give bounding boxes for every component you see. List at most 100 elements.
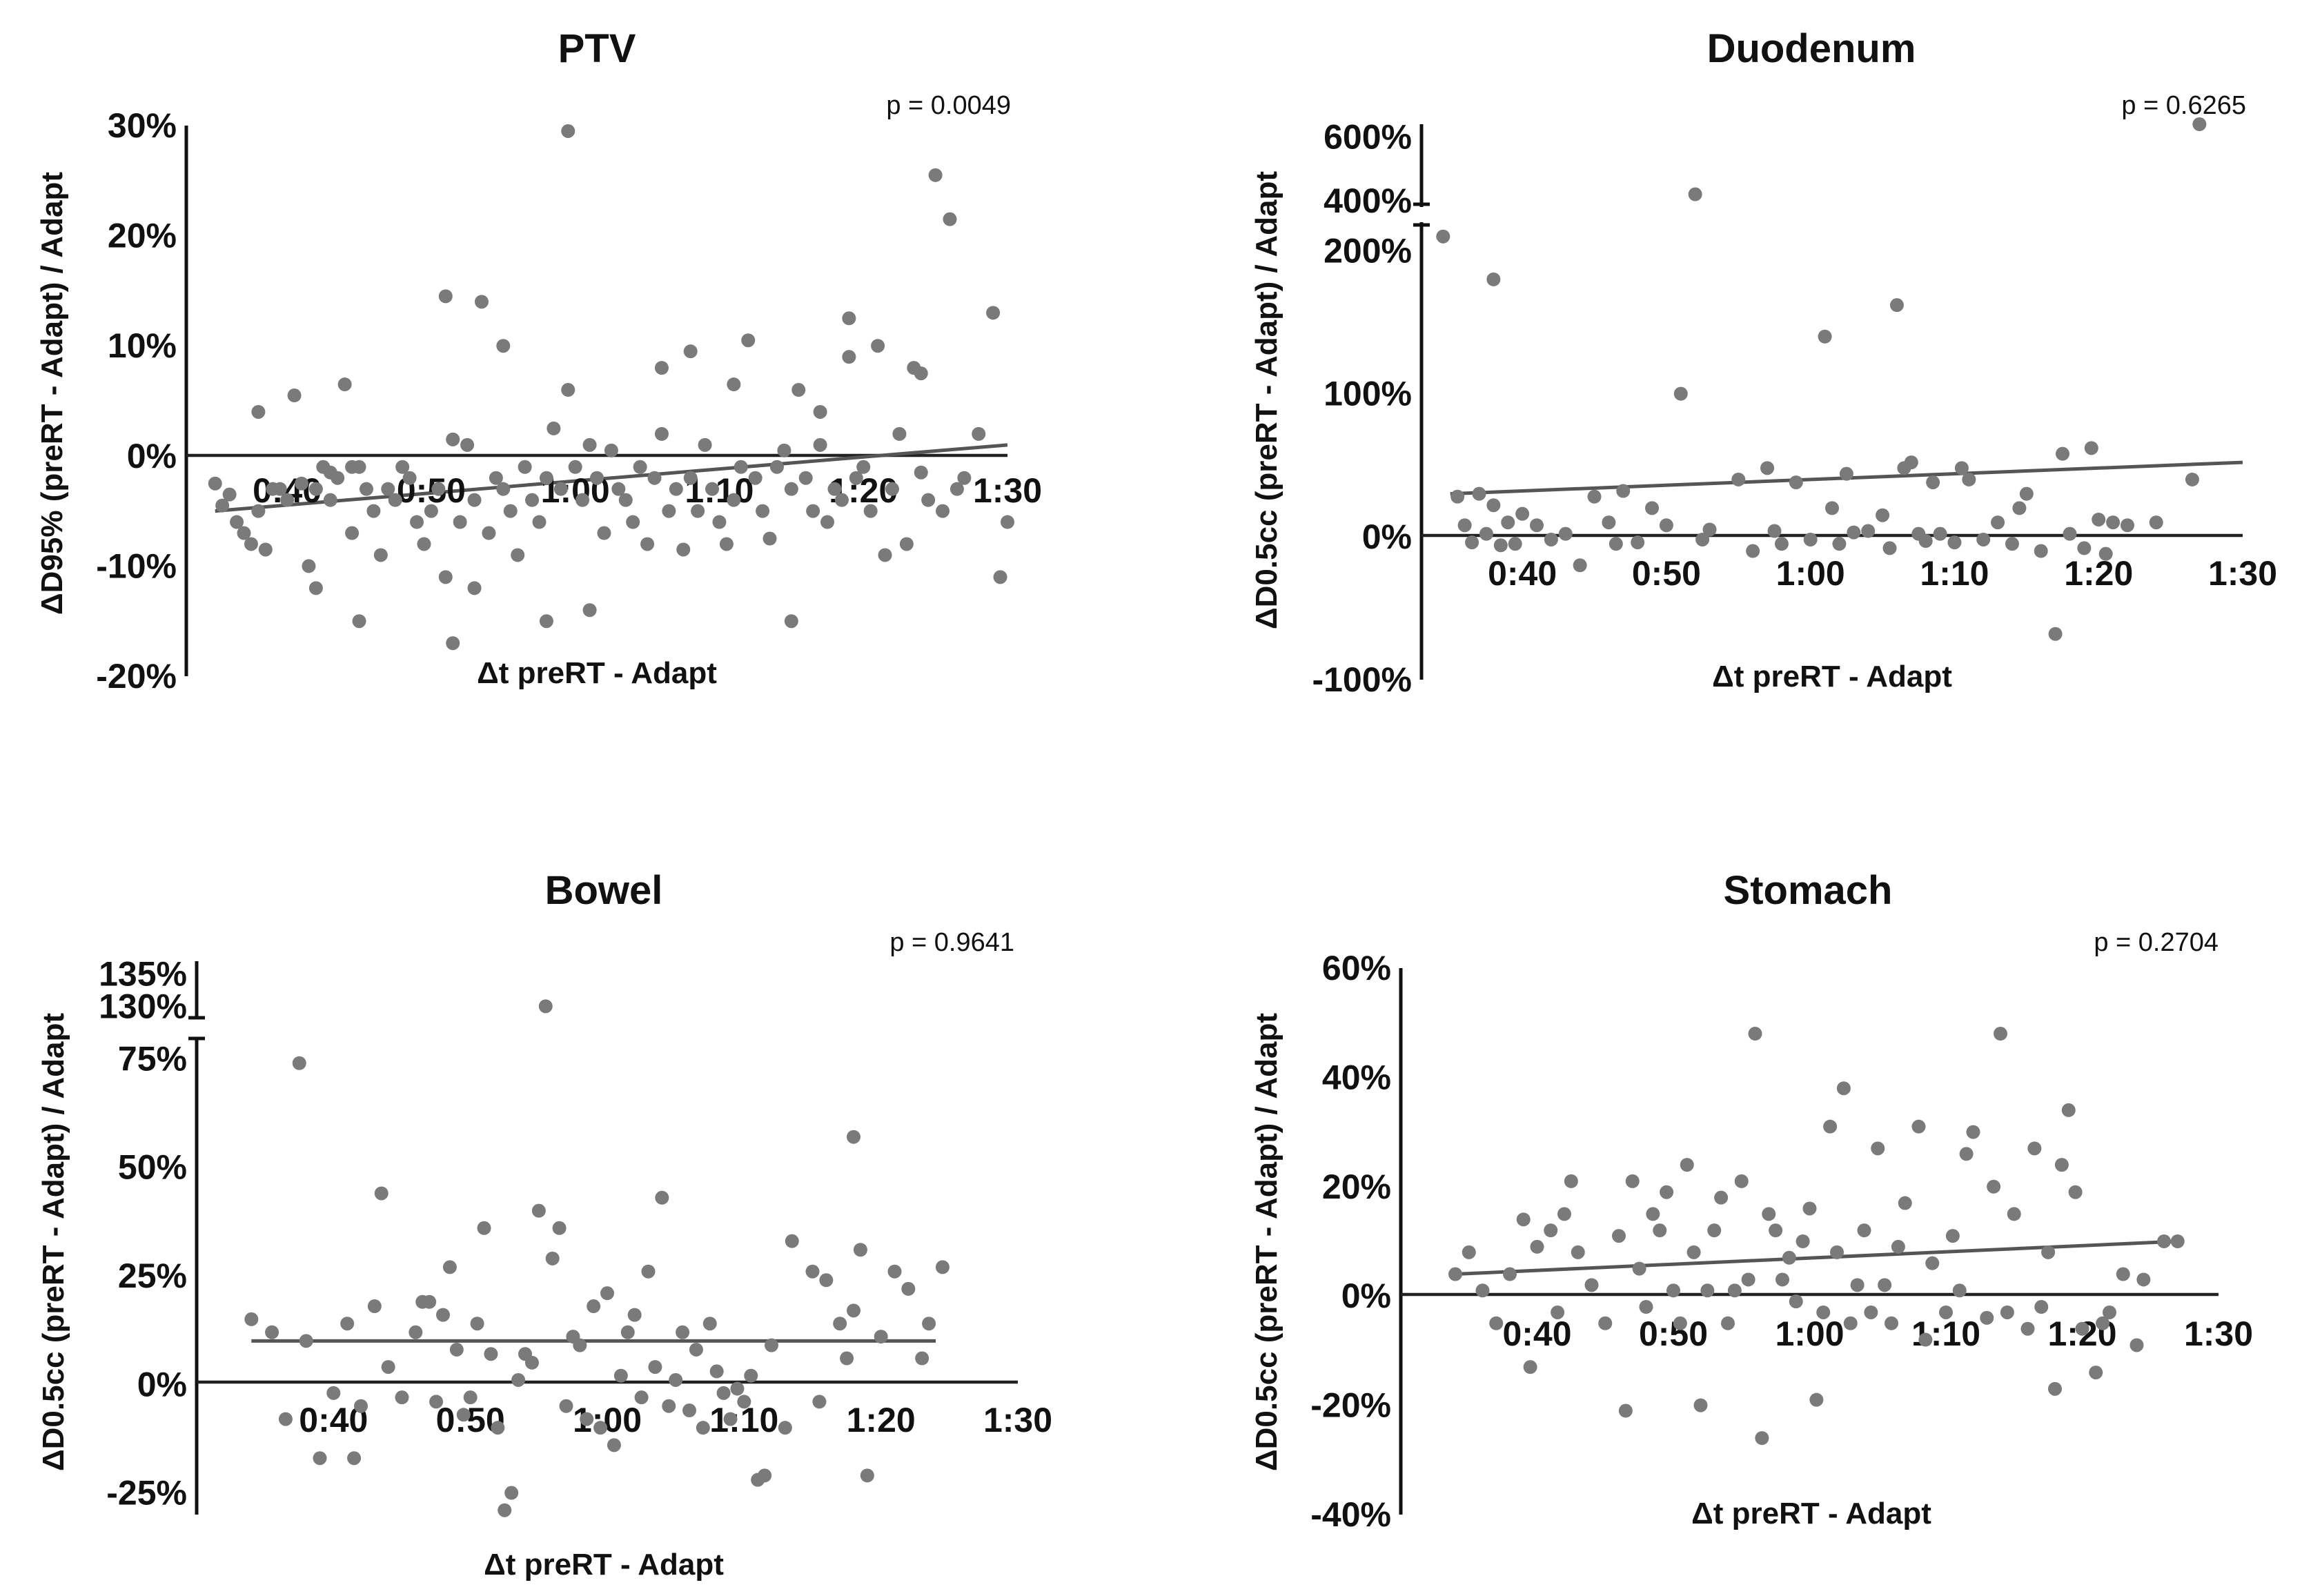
duodenum-y-tick-labels: -100% 0% 100% 200%: [1312, 231, 1412, 699]
ptv-data-point: [438, 289, 453, 304]
ptv-data-point: [424, 504, 438, 518]
ptv-data-point: [308, 482, 323, 496]
stomach-data-point: [1557, 1207, 1571, 1221]
ptv-title: PTV: [558, 26, 636, 71]
duodenum-data-point: [1544, 532, 1558, 546]
duodenum-data-point: [1695, 532, 1710, 546]
bowel-y-tick: 25%: [118, 1257, 187, 1295]
duodenum-data-point: [2019, 486, 2034, 501]
ptv-data-point: [561, 124, 576, 138]
ptv-data-point: [496, 339, 511, 353]
duodenum-data-point: [1558, 526, 1573, 541]
stomach-data-point: [1843, 1316, 1858, 1330]
panel-duodenum: Duodenum p = 0.6265 -100% 0% 100% 200% 4…: [1250, 26, 2277, 699]
stomach-data-point: [2034, 1300, 2049, 1314]
bowel-title: Bowel: [545, 868, 663, 913]
ptv-data-point: [676, 542, 691, 557]
ptv-data-point: [871, 339, 885, 353]
duodenum-x-tick: 1:30: [2208, 554, 2277, 593]
bowel-data-point: [299, 1334, 313, 1348]
bowel-data-point: [620, 1325, 635, 1339]
stomach-data-point: [1775, 1272, 1789, 1287]
ptv-data-point: [467, 493, 482, 507]
stomach-data-point: [1987, 1179, 2001, 1194]
bowel-data-point: [655, 1190, 669, 1205]
ptv-data-point: [244, 537, 258, 551]
bowel-data-point: [477, 1221, 491, 1235]
duodenum-data-point: [1889, 298, 1904, 313]
stomach-x-tick: 1:30: [2184, 1314, 2253, 1353]
duodenum-data-point: [1673, 386, 1688, 401]
bowel-data-point: [545, 1251, 560, 1265]
ptv-data-point: [784, 482, 798, 496]
duodenum-x-tick: 1:10: [1920, 554, 1989, 593]
duodenum-x-tick: 1:20: [2064, 554, 2133, 593]
ptv-data-point: [654, 361, 669, 375]
duodenum-data-point: [1486, 272, 1501, 286]
ptv-data-point: [914, 366, 928, 381]
duodenum-p-value: p = 0.6265: [2121, 91, 2246, 120]
ptv-y-tick-labels: -20% -10% 0% 10% 20% 30%: [96, 106, 177, 696]
bowel-data-point: [758, 1468, 772, 1483]
bowel-data-point: [409, 1325, 423, 1339]
duodenum-upper-y-tick-labels: 400% 600%: [1324, 117, 1412, 219]
stomach-data-point: [1516, 1212, 1531, 1227]
stomach-data-point: [1980, 1310, 1994, 1325]
stomach-data-point: [1830, 1245, 1844, 1259]
stomach-y-tick: -40%: [1310, 1495, 1391, 1534]
bowel-data-point: [395, 1390, 409, 1405]
bowel-data-point: [374, 1186, 388, 1201]
ptv-data-point: [769, 460, 784, 474]
duodenum-data-point: [1767, 524, 1782, 538]
stomach-data-point: [1448, 1267, 1462, 1281]
ptv-data-point: [287, 388, 302, 403]
stomach-data-point: [2170, 1234, 2185, 1248]
bowel-data-point: [470, 1317, 484, 1331]
stomach-data-point: [1544, 1223, 1558, 1238]
duodenum-data-point: [1479, 526, 1493, 541]
ptv-data-point: [582, 603, 597, 618]
ptv-data-point: [647, 471, 662, 485]
ptv-data-point: [395, 460, 410, 474]
duodenum-data-point: [1832, 537, 1847, 551]
stomach-x-tick: 1:10: [1911, 1314, 1980, 1353]
bowel-x-tick: 1:20: [847, 1401, 916, 1439]
stomach-data-point: [1503, 1267, 1517, 1281]
stomach-data-point: [1994, 1027, 2007, 1041]
ptv-data-point: [972, 426, 986, 441]
duodenum-data-point: [1774, 537, 1789, 551]
bowel-data-point: [456, 1408, 471, 1422]
bowel-data-point: [244, 1312, 259, 1326]
ptv-data-point: [302, 559, 316, 573]
stomach-regression-line: [1455, 1239, 2178, 1277]
duodenum-data-point: [2077, 541, 2092, 555]
ptv-data-point: [791, 383, 806, 397]
ptv-data-point: [352, 614, 366, 629]
stomach-data-point: [1707, 1223, 1722, 1238]
duodenum-data-point: [1861, 524, 1876, 538]
panel-ptv: PTV p = 0.0049 -20% -10% 0% 10% 20% 30% …: [35, 26, 1042, 696]
ptv-data-point: [863, 504, 878, 518]
duodenum-data-point: [1876, 508, 1890, 522]
stomach-data-point: [2136, 1272, 2151, 1287]
stomach-data-point: [2089, 1366, 2103, 1380]
bowel-data-point: [573, 1338, 587, 1352]
ptv-y-tick: 30%: [108, 106, 177, 145]
bowel-upper-y-tick: 135%: [99, 955, 187, 994]
stomach-p-value: p = 0.2704: [2094, 928, 2219, 957]
stomach-data-point: [1571, 1245, 1585, 1259]
bowel-data-point: [498, 1503, 512, 1517]
duodenum-data-point: [1602, 515, 1616, 530]
ptv-data-point: [366, 504, 381, 518]
bowel-data-point: [552, 1221, 567, 1235]
ptv-data-point: [568, 460, 582, 474]
ptv-data-point: [698, 437, 712, 452]
bowel-data-point: [422, 1294, 437, 1309]
bowel-data-point: [326, 1386, 341, 1400]
duodenum-data-point: [2034, 544, 2048, 558]
stomach-data-point: [1584, 1278, 1599, 1292]
bowel-data-point: [730, 1381, 745, 1396]
stomach-data-point: [1489, 1316, 1504, 1330]
stomach-data-point: [1632, 1261, 1646, 1276]
ptv-data-point: [986, 306, 1001, 320]
